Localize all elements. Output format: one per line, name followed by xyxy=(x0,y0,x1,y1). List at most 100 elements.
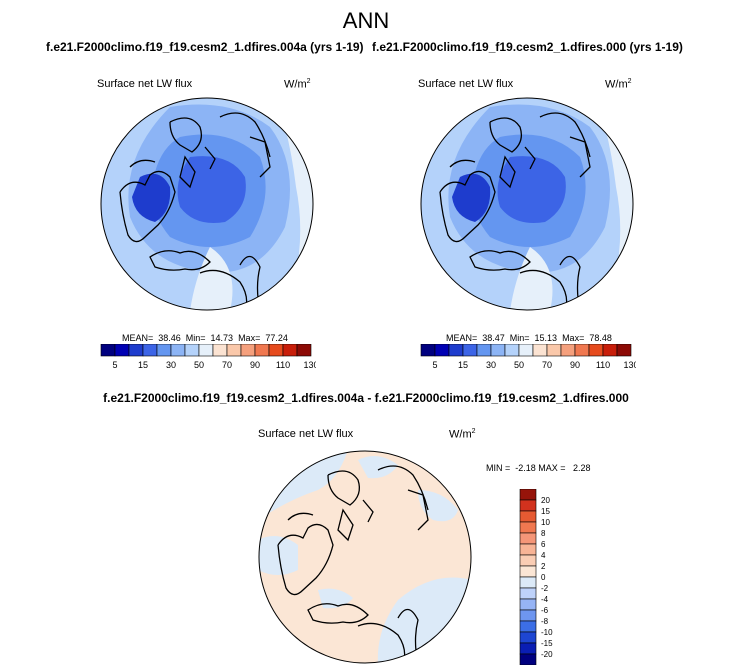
colorbar-box xyxy=(184,344,200,357)
map-boundary xyxy=(258,450,472,664)
left-polar-map xyxy=(100,97,314,311)
colorbar-tick-label: -10 xyxy=(541,628,553,637)
colorbar-tick-label: 70 xyxy=(542,360,552,370)
colorbar-box xyxy=(519,653,537,665)
map-field-pale-south xyxy=(190,247,233,310)
colorbar-box xyxy=(602,344,618,357)
colorbar-box xyxy=(519,620,537,633)
colorbar-tick-label: 90 xyxy=(570,360,580,370)
colorbar-tick-label: -6 xyxy=(541,606,549,615)
colorbar-box xyxy=(519,565,537,578)
colorbar-box xyxy=(560,344,576,357)
difference-title: f.e21.F2000climo.f19_f19.cesm2_1.dfires.… xyxy=(103,391,629,405)
colorbar-tick-label: 130 xyxy=(623,360,636,370)
right-colorbar: 5 15 30 50 70 90 110 130 xyxy=(420,344,636,370)
main-title: ANN xyxy=(342,8,390,33)
colorbar-box xyxy=(519,576,537,589)
map-boundary xyxy=(100,97,314,311)
colorbar-tick-label: 2 xyxy=(541,562,546,571)
colorbar-box xyxy=(240,344,256,357)
colorbar-box xyxy=(519,554,537,567)
colorbar-box xyxy=(519,598,537,611)
right-units-label: W/m2 xyxy=(605,78,632,91)
colorbar-tick-label: 15 xyxy=(458,360,468,370)
colorbar-box xyxy=(518,344,534,357)
colorbar-box xyxy=(198,344,214,357)
left-coastlines xyxy=(119,112,271,310)
colorbar-box xyxy=(546,344,562,357)
colorbar-box xyxy=(296,344,312,357)
right-polar-map xyxy=(420,97,634,311)
colorbar-box xyxy=(519,642,537,655)
colorbar-box xyxy=(476,344,492,357)
map-field-pale-south xyxy=(510,247,553,310)
colorbar-box xyxy=(268,344,284,357)
colorbar-box xyxy=(532,344,548,357)
colorbar-box xyxy=(254,344,270,357)
colorbar-box xyxy=(156,344,172,357)
diff-field-cool-n xyxy=(358,456,398,479)
difference-polar-map xyxy=(258,450,472,664)
right-case-title: f.e21.F2000climo.f19_f19.cesm2_1.dfires.… xyxy=(372,40,683,54)
colorbar-box xyxy=(490,344,506,357)
colorbar-box xyxy=(504,344,520,357)
colorbar-tick-label: 30 xyxy=(166,360,176,370)
colorbar-tick-label: -8 xyxy=(541,617,549,626)
colorbar-box xyxy=(226,344,242,357)
colorbar-box xyxy=(142,344,158,357)
colorbar-box xyxy=(462,344,478,357)
colorbar-tick-label: 0 xyxy=(541,573,546,582)
colorbar-box xyxy=(519,609,537,622)
colorbar-box xyxy=(519,499,537,512)
colorbar-box xyxy=(282,344,298,357)
colorbar-box xyxy=(519,631,537,644)
colorbar-tick-label: -2 xyxy=(541,584,549,593)
colorbar-tick-label: 6 xyxy=(541,540,546,549)
colorbar-box xyxy=(588,344,604,357)
colorbar-box xyxy=(212,344,228,357)
colorbar-tick-label: 15 xyxy=(541,507,550,516)
colorbar-tick-label: -15 xyxy=(541,639,553,648)
diff-variable-label: Surface net LW flux xyxy=(258,428,354,440)
colorbar-box xyxy=(519,489,537,501)
colorbar-box xyxy=(420,344,436,357)
colorbar-box xyxy=(519,532,537,545)
left-colorbar: 5 15 30 50 70 90 110 130 xyxy=(100,344,316,370)
left-variable-label: Surface net LW flux xyxy=(97,78,193,90)
colorbar-box xyxy=(434,344,450,357)
colorbar-tick-label: -20 xyxy=(541,650,553,659)
colorbar-tick-label: 4 xyxy=(541,551,546,560)
colorbar-tick-label: 8 xyxy=(541,529,546,538)
right-stats: MEAN= 38.47 Min= 15.13 Max= 78.48 xyxy=(446,333,612,343)
colorbar-tick-label: 10 xyxy=(541,518,550,527)
colorbar-tick-label: 90 xyxy=(250,360,260,370)
colorbar-tick-label: 30 xyxy=(486,360,496,370)
colorbar-tick-label: 70 xyxy=(222,360,232,370)
colorbar-tick-label: 130 xyxy=(303,360,316,370)
colorbar-box xyxy=(519,587,537,600)
colorbar-tick-label: 20 xyxy=(541,496,550,505)
diff-field-cool-w xyxy=(259,536,298,575)
left-units-label: W/m2 xyxy=(284,78,311,91)
map-boundary xyxy=(420,97,634,311)
colorbar-tick-label: 5 xyxy=(112,360,117,370)
colorbar-box xyxy=(128,344,144,357)
colorbar-box xyxy=(519,521,537,534)
colorbar-tick-label: 110 xyxy=(276,360,290,370)
diff-units-label: W/m2 xyxy=(449,428,476,441)
right-variable-label: Surface net LW flux xyxy=(418,78,514,90)
colorbar-tick-label: 50 xyxy=(514,360,524,370)
left-stats: MEAN= 38.46 Min= 14.73 Max= 77.24 xyxy=(122,333,288,343)
colorbar-box xyxy=(519,510,537,523)
colorbar-box xyxy=(448,344,464,357)
left-case-title: f.e21.F2000climo.f19_f19.cesm2_1.dfires.… xyxy=(46,40,364,54)
diff-stats: MIN = -2.18 MAX = 2.28 xyxy=(486,463,591,473)
map-field-greenland xyxy=(132,173,171,222)
colorbar-box xyxy=(519,543,537,556)
colorbar-box xyxy=(114,344,130,357)
colorbar-tick-label: 110 xyxy=(596,360,610,370)
diff-field-cool-ne xyxy=(418,490,458,522)
colorbar-tick-label: 5 xyxy=(432,360,437,370)
colorbar-tick-label: 15 xyxy=(138,360,148,370)
